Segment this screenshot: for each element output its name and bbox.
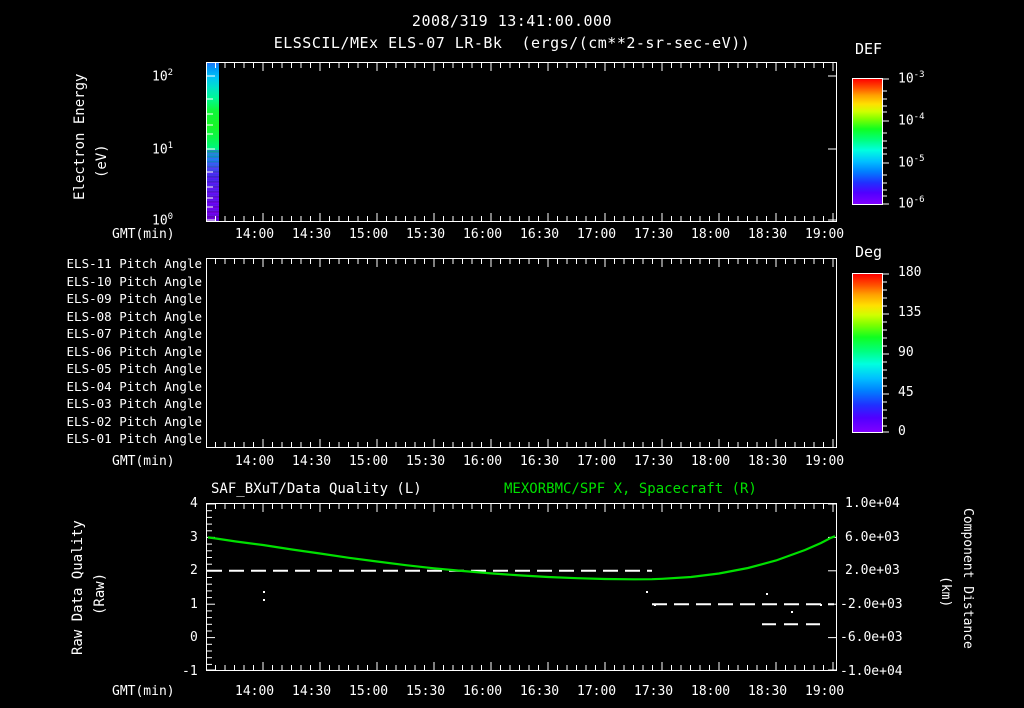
panel3-plot-area — [206, 503, 837, 671]
colorbar-def-ticks — [883, 78, 893, 206]
panel1-ytick-1e0: 100 — [152, 212, 174, 229]
xtick-label: 15:30 — [406, 684, 446, 699]
panel1-xlabel: GMT(min) — [112, 227, 175, 242]
series-label: ELS-03 Pitch Angle — [66, 396, 202, 411]
series-label: ELS-02 Pitch Angle — [66, 413, 202, 429]
panel1-xticks — [206, 62, 837, 222]
colorbar-deg-ticks — [883, 273, 893, 434]
xtick-label: 14:30 — [292, 454, 332, 469]
xtick-label: 18:30 — [748, 454, 788, 469]
panel3-ytick-right: -2.0e+03 — [840, 597, 903, 612]
series-label: ELS-10 Pitch Angle — [66, 273, 202, 289]
xtick-label: 17:00 — [577, 684, 617, 699]
data-quality-trace — [207, 569, 834, 606]
xtick-label: 14:00 — [235, 227, 275, 242]
colorbar-def-tick-label: 10-6 — [898, 195, 925, 212]
panel-electron-energy-frame[interactable] — [206, 62, 837, 222]
plot-timestamp: 2008/319 13:41:00.000 — [411, 12, 613, 30]
xtick-label: 16:30 — [520, 454, 560, 469]
xtick-label: 18:30 — [748, 684, 788, 699]
series-label: ELS-08 Pitch Angle — [66, 308, 202, 324]
panel3-ytick-right: -1.0e+04 — [840, 664, 903, 679]
xtick-label: 18:00 — [691, 454, 731, 469]
xtick-label: 15:00 — [349, 684, 389, 699]
colorbar-def-title: DEF — [855, 40, 883, 58]
xtick-label: 14:00 — [235, 684, 275, 699]
panel3-ytick-left: 0 — [190, 630, 198, 645]
panel1-ylabel-units: (eV) — [94, 144, 110, 178]
panel3-ylabel-right-units: (km) — [938, 576, 953, 608]
panel3-ylabel-units: (Raw) — [92, 572, 108, 615]
panel2-ticks — [206, 258, 837, 448]
xtick-label: 16:00 — [463, 227, 503, 242]
xtick-label: 14:30 — [292, 227, 332, 242]
panel3-ytick-left: -1 — [182, 664, 198, 679]
xtick-label: 18:00 — [691, 684, 731, 699]
xtick-label: 14:30 — [292, 684, 332, 699]
colorbar-deg-tick-label: 135 — [898, 305, 922, 320]
colorbar-def-tick-label: 10-4 — [898, 112, 925, 129]
panel1-ylabel: Electron Energy — [72, 73, 88, 200]
panel1-ytick-1e2: 102 — [152, 68, 174, 85]
panel3-ytick-left: 4 — [190, 496, 198, 511]
panel3-legend-right: MEXORBMC/SPF X, Spacecraft (R) — [504, 481, 757, 497]
xtick-label: 17:30 — [634, 684, 674, 699]
xtick-label: 16:30 — [520, 684, 560, 699]
xtick-label: 17:00 — [577, 454, 617, 469]
panel3-ylabel: Raw Data Quality — [70, 520, 86, 655]
colorbar-deg-tick-label: 180 — [898, 265, 922, 280]
xtick-label: 14:00 — [235, 454, 275, 469]
panel3-ytick-right: 2.0e+03 — [845, 563, 900, 578]
colorbar-deg[interactable] — [852, 273, 883, 433]
xtick-label: 17:30 — [634, 454, 674, 469]
xtick-label: 18:30 — [748, 227, 788, 242]
colorbar-deg-tick-label: 45 — [898, 385, 914, 400]
xtick-label: 19:00 — [805, 684, 845, 699]
plot-subtitle: ELSSCIL/MEx ELS-07 LR-Bk (ergs/(cm**2-sr… — [273, 34, 751, 52]
panel3-ytick-right: 1.0e+04 — [845, 496, 900, 511]
xtick-label: 17:30 — [634, 227, 674, 242]
panel-pitch-angle-frame[interactable] — [206, 258, 837, 448]
xtick-label: 15:00 — [349, 227, 389, 242]
panel3-ylabel-right: Component Distance — [960, 508, 975, 649]
xtick-label: 16:30 — [520, 227, 560, 242]
panel2-xlabel: GMT(min) — [112, 454, 175, 469]
colorbar-def-tick-label: 10-3 — [898, 70, 925, 87]
xtick-label: 16:00 — [463, 454, 503, 469]
series-label: ELS-04 Pitch Angle — [66, 378, 202, 394]
xtick-label: 15:00 — [349, 454, 389, 469]
panel3-ytick-left: 2 — [190, 563, 198, 578]
panel3-ytick-right: 6.0e+03 — [845, 530, 900, 545]
xtick-label: 16:00 — [463, 684, 503, 699]
spectrogram-data-noise — [207, 150, 219, 221]
series-label: ELS-09 Pitch Angle — [66, 291, 202, 306]
series-label: ELS-07 Pitch Angle — [66, 326, 202, 341]
colorbar-deg-tick-label: 90 — [898, 345, 914, 360]
spacecraft-x-trace — [207, 535, 836, 581]
colorbar-deg-title: Deg — [855, 243, 883, 261]
colorbar-deg-tick-label: 0 — [898, 424, 906, 439]
xtick-label: 17:00 — [577, 227, 617, 242]
panel-data-quality-frame[interactable] — [206, 503, 837, 671]
series-label: ELS-05 Pitch Angle — [66, 361, 202, 376]
data-quality-dots — [263, 591, 822, 613]
xtick-label: 18:00 — [691, 227, 731, 242]
panel1-ytick-1e1: 101 — [152, 141, 174, 158]
colorbar-def[interactable] — [852, 78, 883, 205]
xtick-label: 19:00 — [805, 454, 845, 469]
xtick-label: 19:00 — [805, 227, 845, 242]
panel3-ytick-left: 3 — [190, 530, 198, 545]
panel3-ytick-right: -6.0e+03 — [840, 630, 903, 645]
panel3-xlabel: GMT(min) — [112, 684, 175, 699]
xtick-label: 15:30 — [406, 454, 446, 469]
panel3-ytick-left: 1 — [190, 597, 198, 612]
series-label: ELS-01 Pitch Angle — [66, 431, 202, 446]
series-label: ELS-06 Pitch Angle — [66, 343, 202, 359]
colorbar-def-tick-label: 10-5 — [898, 154, 925, 171]
series-label: ELS-11 Pitch Angle — [66, 256, 202, 271]
xtick-label: 15:30 — [406, 227, 446, 242]
panel3-legend-left: SAF_BXuT/Data Quality (L) — [211, 481, 422, 497]
